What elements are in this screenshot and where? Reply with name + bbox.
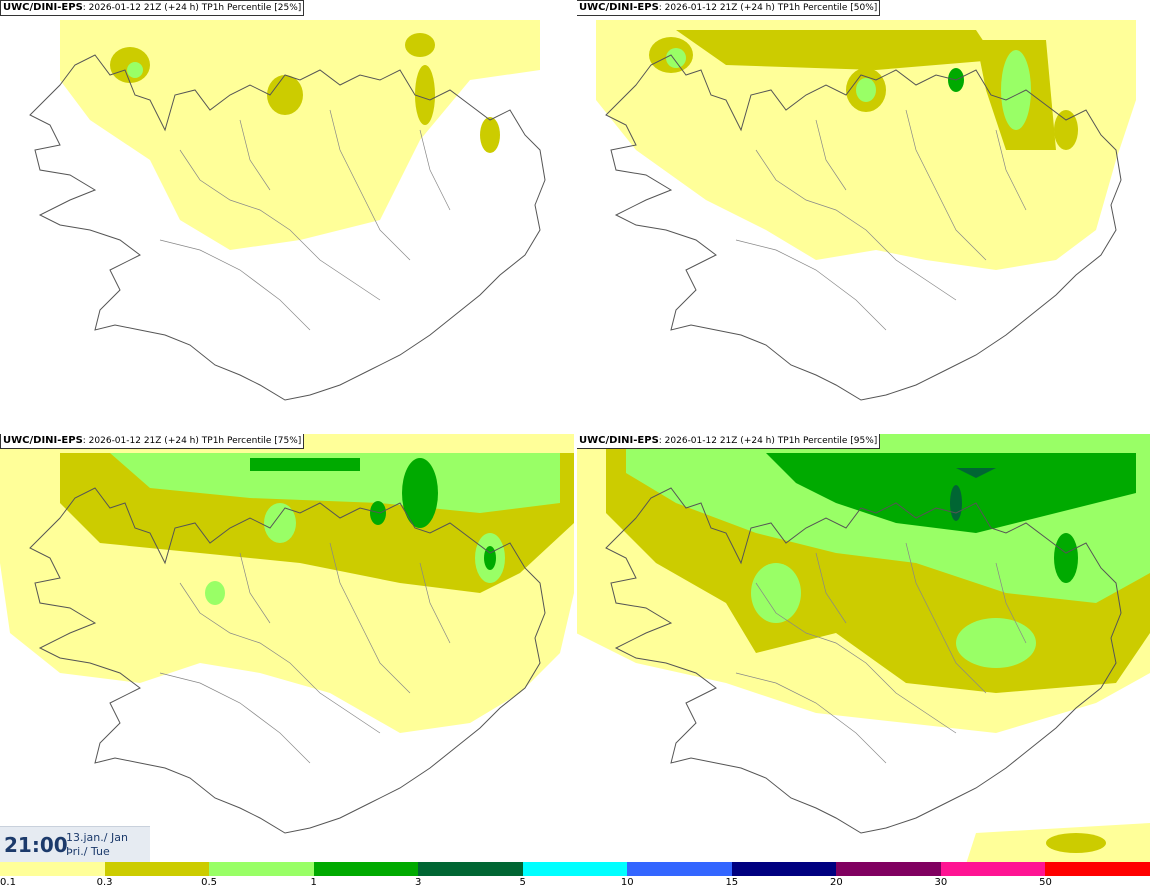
legend-tick-label: 3 [414, 877, 422, 888]
run-info: : 2026-01-12 21Z (+24 h) [82, 3, 199, 13]
legend-bin [0, 862, 105, 876]
legend-tick-label: 0.5 [201, 877, 218, 888]
valid-date-label: 13.jan./ Jan [66, 831, 128, 844]
legend-tick-label: 0.3 [96, 877, 113, 888]
model-name: UWC/DINI-EPS [3, 435, 83, 446]
map-panel-p95: UWC/DINI-EPS: 2026-01-12 21Z (+24 h) TP1… [576, 433, 1150, 864]
legend-tick-label: 1 [310, 877, 317, 888]
precip-map-p50 [576, 0, 1150, 431]
valid-date: 13.jan./ Jan Þri./ Tue [66, 831, 128, 859]
map-panel-p50: UWC/DINI-EPS: 2026-01-12 21Z (+24 h) TP1… [576, 0, 1150, 431]
legend-bin [1045, 862, 1150, 876]
legend-tick-label: 15 [725, 877, 739, 888]
field-name: TP1h Percentile [25%] [201, 3, 302, 13]
legend-tick-label: 20 [829, 877, 843, 888]
legend-tick-label: 5 [519, 877, 526, 888]
panel-title-p95: UWC/DINI-EPS: 2026-01-12 21Z (+24 h) TP1… [576, 433, 881, 449]
legend-bin [418, 862, 523, 876]
legend-tick-label: 0.1 [0, 877, 16, 888]
field-name: TP1h Percentile [50%] [777, 3, 878, 13]
run-info: : 2026-01-12 21Z (+24 h) [82, 436, 199, 446]
legend-bin [627, 862, 732, 876]
model-name: UWC/DINI-EPS [579, 435, 659, 446]
panel-title-p50: UWC/DINI-EPS: 2026-01-12 21Z (+24 h) TP1… [576, 0, 881, 16]
panel-divider-horizontal [0, 431, 1150, 434]
legend-bin [522, 862, 628, 876]
legend-tick-label: 30 [934, 877, 948, 888]
legend-color-bins [0, 862, 1150, 876]
precip-map-p25 [0, 0, 574, 431]
legend-tick-label: 10 [620, 877, 634, 888]
legend-tick-label: 50 [1039, 877, 1052, 888]
valid-time-box: 21:00 13.jan./ Jan Þri./ Tue [0, 826, 150, 863]
color-legend: 0.1 0.3 0.5 1 3 5 10 15 20 30 50 [0, 862, 1150, 891]
field-name: TP1h Percentile [95%] [777, 436, 878, 446]
run-info: : 2026-01-12 21Z (+24 h) [658, 436, 775, 446]
model-name: UWC/DINI-EPS [579, 2, 659, 13]
legend-bin [836, 862, 941, 876]
model-name: UWC/DINI-EPS [3, 2, 83, 13]
legend-ticks: 0.1 0.3 0.5 1 3 5 10 15 20 30 50 [0, 877, 1150, 891]
precip-map-p95 [576, 433, 1150, 864]
valid-time: 21:00 [4, 833, 68, 857]
run-info: : 2026-01-12 21Z (+24 h) [658, 3, 775, 13]
precip-map-p75 [0, 433, 574, 864]
legend-bin [313, 862, 419, 876]
panel-title-p75: UWC/DINI-EPS: 2026-01-12 21Z (+24 h) TP1… [0, 433, 305, 449]
legend-bin [940, 862, 1046, 876]
legend-bin [209, 862, 314, 876]
panel-title-p25: UWC/DINI-EPS: 2026-01-12 21Z (+24 h) TP1… [0, 0, 305, 16]
map-panel-p75: UWC/DINI-EPS: 2026-01-12 21Z (+24 h) TP1… [0, 433, 574, 864]
valid-weekday-label: Þri./ Tue [66, 845, 110, 858]
map-panel-p25: UWC/DINI-EPS: 2026-01-12 21Z (+24 h) TP1… [0, 0, 574, 431]
legend-bin [104, 862, 210, 876]
field-name: TP1h Percentile [75%] [201, 436, 302, 446]
legend-bin [731, 862, 837, 876]
